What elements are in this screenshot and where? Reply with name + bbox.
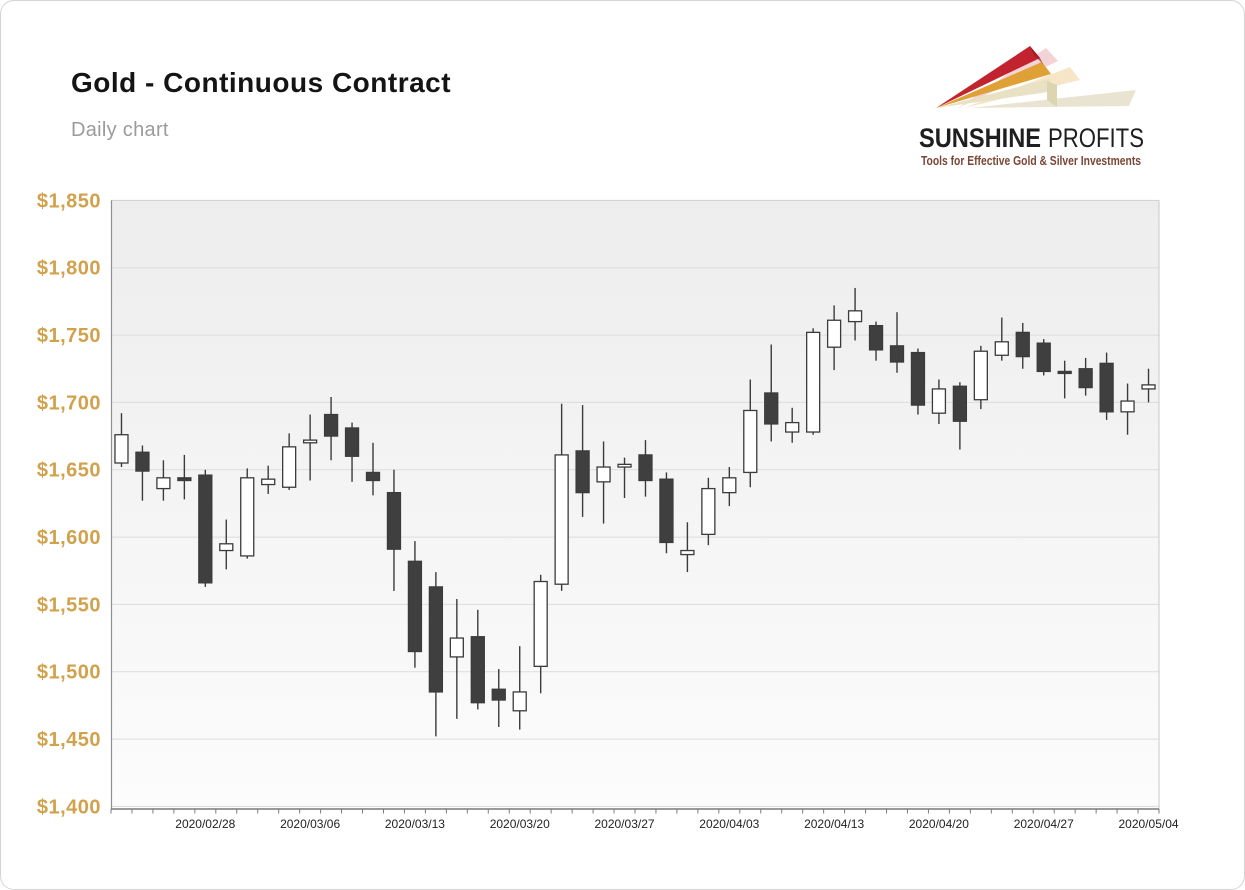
x-axis-label: 2020/03/27: [594, 817, 654, 831]
x-axis-label: 2020/04/13: [804, 817, 864, 831]
candle-down: [407, 560, 423, 653]
y-axis-label: $1,650: [37, 460, 101, 482]
candle-down: [1078, 368, 1093, 389]
candle-down: [659, 478, 674, 544]
logo-ray-cream-icon: [936, 79, 1055, 108]
logo-brand-bold: SUNSHINE: [919, 123, 1041, 153]
candle-up: [302, 439, 318, 444]
candle-down: [365, 471, 381, 482]
candle-down: [386, 491, 402, 550]
x-axis-label: 2020/02/28: [175, 817, 235, 831]
candle-down: [177, 477, 192, 482]
candle-up: [785, 421, 800, 433]
y-axis-label: $1,750: [37, 325, 101, 347]
y-axis-label: $1,450: [37, 729, 101, 751]
candle-down: [638, 454, 653, 482]
candle-down: [470, 636, 485, 704]
candle-down: [428, 586, 444, 693]
candle-down: [198, 474, 213, 584]
page-title: Gold - Continuous Contract: [71, 67, 452, 98]
candle-up: [282, 446, 297, 488]
sunshine-profits-logo: SUNSHINE PROFITS Tools for Effective Gol…: [906, 17, 1201, 181]
logo-brand-light: PROFITS: [1048, 123, 1144, 153]
logo-ray-red-icon: [936, 46, 1040, 108]
candle-up: [554, 454, 569, 585]
candle-down: [1036, 342, 1051, 373]
x-axis-label: 2020/03/20: [490, 817, 550, 831]
candle-up: [596, 466, 611, 483]
candle-down: [491, 688, 506, 701]
candle-down: [135, 451, 150, 472]
candle-down: [910, 351, 926, 406]
x-axis-label: 2020/04/27: [1014, 817, 1074, 831]
candle-up: [114, 434, 129, 464]
logo-ray-cream-fold-icon: [1047, 81, 1057, 107]
candle-down: [868, 324, 884, 351]
x-axis-label: 2020/03/06: [280, 817, 340, 831]
candle-up: [722, 477, 737, 494]
x-axis-label: 2020/04/03: [699, 817, 759, 831]
candle-up: [533, 580, 548, 667]
y-axis-label: $1,800: [37, 258, 101, 280]
x-axis-label: 2020/05/04: [1118, 817, 1178, 831]
x-axis-label: 2020/04/20: [909, 817, 969, 831]
candle-up: [826, 319, 842, 348]
candle-down: [764, 392, 779, 425]
candle-down: [1099, 362, 1114, 413]
y-axis-label: $1,550: [37, 594, 101, 616]
y-axis-label: $1,850: [37, 190, 101, 212]
candle-up: [1120, 400, 1135, 413]
candle-down: [1015, 331, 1030, 358]
candle-up: [261, 478, 276, 486]
candle-down: [1057, 370, 1072, 375]
x-axis-label: 2020/03/13: [385, 817, 445, 831]
y-axis-label: $1,700: [37, 392, 101, 414]
chart-subtitle: Daily chart: [71, 119, 169, 141]
candle-up: [701, 487, 716, 536]
candle-up: [219, 543, 234, 552]
candle-up: [847, 310, 863, 323]
candle-up: [449, 637, 464, 658]
logo-ray-red-fold-icon: [1030, 46, 1043, 64]
plot-background: [111, 200, 1159, 809]
candle-up: [512, 691, 527, 712]
candle-up: [973, 350, 988, 401]
candle-up: [617, 463, 632, 468]
candle-up: [1141, 384, 1156, 390]
candle-up: [743, 409, 758, 474]
candle-down: [344, 427, 360, 457]
candle-up: [156, 477, 171, 490]
logo-ray-gold-icon: [936, 62, 1051, 108]
y-axis-label: $1,500: [37, 662, 101, 684]
candle-up: [931, 388, 947, 414]
candle-up: [806, 331, 821, 433]
candle-down: [575, 450, 590, 494]
y-axis-label: $1,600: [37, 527, 101, 549]
candle-up: [680, 549, 695, 556]
logo-graphic: SUNSHINE PROFITS Tools for Effective Gol…: [919, 46, 1144, 168]
candle-up: [994, 341, 1009, 356]
candle-down: [323, 413, 339, 437]
candle-down: [889, 345, 905, 363]
logo-tagline: Tools for Effective Gold & Silver Invest…: [921, 153, 1141, 168]
candle-down: [952, 385, 968, 422]
y-axis-label: $1,400: [37, 796, 101, 818]
candle-up: [240, 477, 255, 557]
